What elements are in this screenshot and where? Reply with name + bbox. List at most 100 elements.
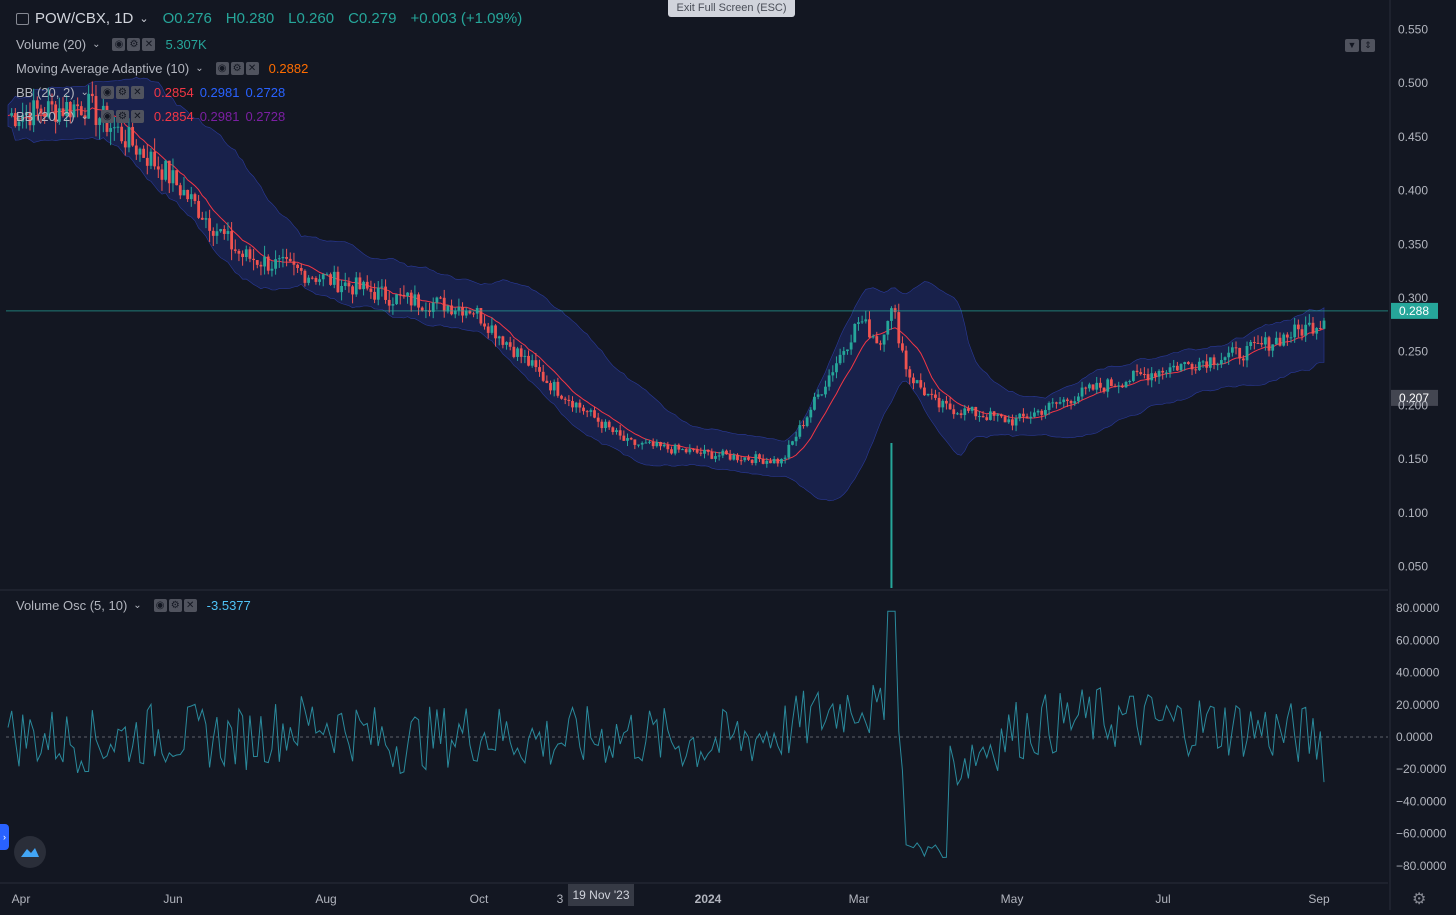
candle-body (175, 170, 179, 186)
candle-body (376, 287, 380, 300)
candle-body (864, 319, 868, 322)
candle-body (79, 106, 83, 116)
gear-icon[interactable]: ⚙ (115, 86, 129, 99)
chevron-down-icon[interactable]: ⌄ (92, 39, 101, 50)
collapse-pane-icon[interactable]: ▼ (1345, 39, 1359, 52)
candle-body (68, 101, 72, 118)
candle-body (439, 297, 442, 299)
candle-body (145, 157, 149, 166)
chevron-down-icon[interactable]: ⌄ (195, 63, 204, 74)
gear-icon[interactable]: ⚙ (230, 62, 244, 75)
candle-body (1022, 413, 1025, 417)
sidebar-toggle-button[interactable]: › (0, 824, 9, 850)
candle-body (765, 460, 769, 464)
candle-body (681, 449, 684, 451)
candle-body (83, 115, 87, 119)
candle-body (1175, 365, 1179, 371)
candle-body (398, 294, 402, 296)
candle-body (358, 277, 362, 290)
candle-body (116, 126, 120, 128)
candle-body (1011, 419, 1014, 426)
candle-body (252, 258, 256, 261)
legend-volume[interactable]: Volume (20) ⌄ ◉ ⚙ ✕ 5.307K (16, 37, 207, 52)
candle-body (1102, 387, 1106, 392)
eye-icon[interactable]: ◉ (215, 62, 229, 75)
candle-body (497, 336, 501, 339)
candle-body (310, 277, 314, 279)
bb-upper-value: 0.2981 (199, 85, 240, 100)
candle-body (57, 108, 61, 122)
candle-body (1025, 416, 1029, 419)
last-price-badge: 0.288 (1399, 304, 1429, 318)
candle-body (714, 456, 717, 459)
eye-icon[interactable]: ◉ (100, 86, 114, 99)
gear-icon[interactable]: ⚙ (168, 599, 182, 612)
candle-body (1095, 382, 1099, 390)
candle-body (640, 442, 644, 445)
candle-body (512, 346, 516, 357)
candle-body (50, 101, 54, 105)
candle-body (523, 355, 527, 357)
close-icon[interactable]: ✕ (130, 110, 144, 123)
close-icon[interactable]: ✕ (183, 599, 197, 612)
close-icon[interactable]: ✕ (245, 62, 259, 75)
candle-body (626, 438, 629, 441)
gear-icon[interactable]: ⚙ (127, 38, 141, 51)
close-icon[interactable]: ✕ (130, 86, 144, 99)
candle-body (395, 294, 398, 305)
candle-body (1029, 416, 1033, 419)
symbol-label: POW/CBX, 1D (35, 10, 134, 27)
gear-icon[interactable]: ⚙ (115, 110, 129, 123)
eye-icon[interactable]: ◉ (100, 110, 114, 123)
maximize-pane-icon[interactable]: ⇕ (1361, 39, 1375, 52)
osc-tick-label: −40.0000 (1396, 794, 1447, 808)
candle-body (527, 355, 530, 366)
candle-body (442, 297, 446, 312)
legend-moving-average[interactable]: Moving Average Adaptive (10) ⌄ ◉ ⚙ ✕ 0.288… (16, 61, 308, 76)
candle-body (1216, 364, 1220, 366)
indicator-name: Volume Osc (5, 10) (16, 598, 128, 613)
candle-body (604, 421, 607, 429)
candle-body (985, 417, 989, 420)
candle-body (237, 250, 241, 254)
candle-body (233, 249, 237, 251)
chevron-down-icon[interactable]: ⌄ (133, 600, 142, 611)
candle-body (1245, 346, 1249, 361)
candle-body (1139, 372, 1143, 375)
candle-body (578, 402, 582, 408)
candle-body (1282, 334, 1286, 346)
osc-tick-label: −60.0000 (1396, 827, 1447, 841)
legend-bb-1[interactable]: BB (20, 2) ⌄ ◉ ⚙ ✕ 0.2854 0.2981 0.2728 (16, 85, 285, 100)
tradingview-logo-icon[interactable] (14, 836, 46, 868)
candle-body (695, 449, 699, 453)
eye-icon[interactable]: ◉ (153, 599, 167, 612)
chevron-down-icon[interactable]: ⌄ (80, 111, 89, 122)
candle-body (725, 450, 728, 455)
candle-body (1164, 372, 1168, 374)
close-icon[interactable]: ✕ (142, 38, 156, 51)
candle-body (717, 455, 721, 457)
settings-gear-icon[interactable]: ⚙ (1412, 891, 1427, 908)
indicator-name: BB (20, 2) (16, 109, 75, 124)
candle-body (1168, 367, 1172, 373)
candle-body (783, 457, 787, 459)
legend-bb-2[interactable]: BB (20, 2) ⌄ ◉ ⚙ ✕ 0.2854 0.2981 0.2728 (16, 109, 285, 124)
chevron-down-icon[interactable]: ⌄ (80, 87, 89, 98)
candle-body (1238, 347, 1242, 359)
menu-icon[interactable] (16, 12, 29, 25)
candle-body (754, 454, 758, 463)
candle-body (1194, 369, 1198, 371)
candle-body (483, 323, 486, 327)
candle-body (1062, 399, 1066, 403)
candle-body (17, 121, 21, 127)
symbol-selector[interactable]: POW/CBX, 1D ⌄ (16, 10, 149, 27)
candle-body (178, 185, 182, 196)
eye-icon[interactable]: ◉ (112, 38, 126, 51)
exit-fullscreen-button[interactable]: Exit Full Screen (ESC) (668, 0, 795, 17)
candle-body (54, 104, 58, 122)
candle-body (486, 326, 490, 333)
candle-body (362, 281, 365, 290)
legend-volume-osc[interactable]: Volume Osc (5, 10) ⌄ ◉ ⚙ ✕ -3.5377 (16, 598, 251, 613)
